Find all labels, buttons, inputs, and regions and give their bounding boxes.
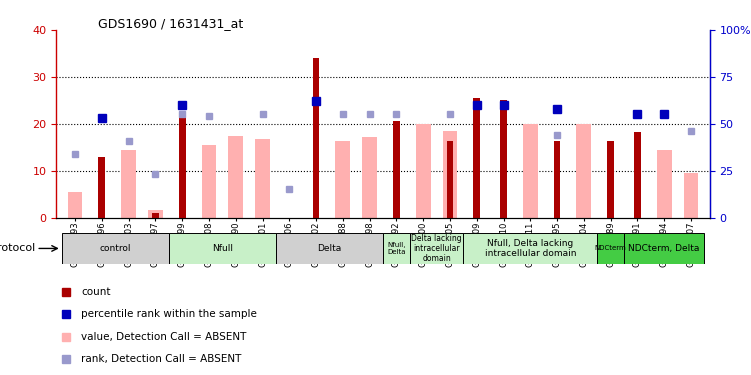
Text: GDS1690 / 1631431_at: GDS1690 / 1631431_at [98,17,243,30]
Text: Nfull,
Delta: Nfull, Delta [388,242,406,255]
Text: Delta: Delta [318,244,342,253]
Bar [416,124,430,218]
Bar [410,233,463,264]
Bar [597,233,624,264]
Bar [393,122,400,218]
Bar [553,141,560,218]
Bar [577,124,591,218]
Bar [608,141,614,218]
Bar [463,233,597,264]
Bar [624,233,704,264]
Bar [201,145,216,218]
Bar [473,98,480,218]
Bar [98,157,105,218]
Text: control: control [99,244,131,253]
Bar [228,136,243,218]
Bar [657,150,671,217]
Bar [152,213,158,217]
Bar [169,233,276,264]
Bar [500,100,507,218]
Text: rank, Detection Call = ABSENT: rank, Detection Call = ABSENT [81,354,242,364]
Bar [179,112,185,218]
Bar [447,141,454,218]
Text: Delta lacking
intracellular
domain: Delta lacking intracellular domain [412,234,462,263]
Text: value, Detection Call = ABSENT: value, Detection Call = ABSENT [81,332,246,342]
Bar [255,139,270,218]
Bar [68,192,83,217]
Text: NDCterm: NDCterm [595,246,626,251]
Bar [442,131,457,218]
Text: percentile rank within the sample: percentile rank within the sample [81,309,257,319]
Bar [683,173,698,217]
Bar [634,132,641,218]
Bar [523,124,538,218]
Text: count: count [81,287,110,297]
Bar [62,233,169,264]
Bar [312,58,319,217]
Text: NDCterm, Delta: NDCterm, Delta [629,244,700,253]
Text: Nfull, Delta lacking
intracellular domain: Nfull, Delta lacking intracellular domai… [484,239,576,258]
Text: protocol: protocol [0,243,35,254]
Bar [121,150,136,217]
Bar [362,137,377,218]
Bar [148,210,163,218]
Bar [336,141,350,218]
Bar [276,233,383,264]
Bar [383,233,410,264]
Text: Nfull: Nfull [212,244,233,253]
